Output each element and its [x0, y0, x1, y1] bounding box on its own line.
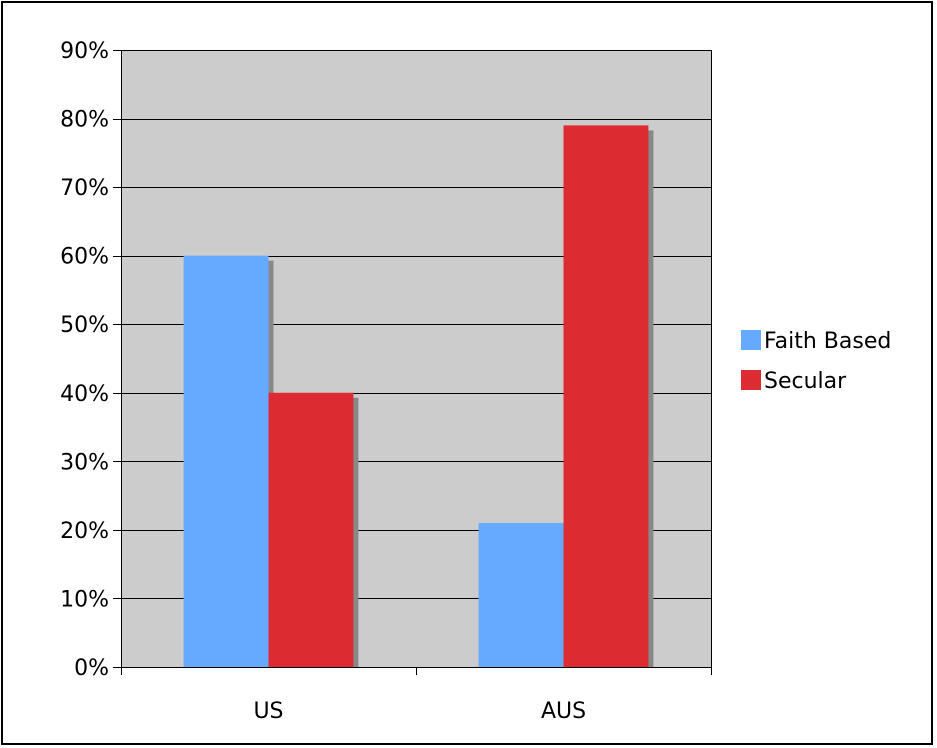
y-tick-label: 0% [74, 656, 109, 681]
legend: Faith Based Secular [741, 329, 891, 394]
y-tick-label: 70% [60, 176, 109, 201]
x-tick-label-us: US [253, 699, 283, 724]
legend-swatch-faith-based [741, 330, 761, 350]
bar-us-faith-based[interactable] [183, 255, 269, 667]
bar-aus-faith-based[interactable] [478, 523, 564, 667]
axes [113, 50, 712, 675]
y-tick-label: 90% [60, 39, 109, 64]
bars [183, 125, 649, 667]
x-tick-label-aus: AUS [541, 699, 586, 724]
bar-us-secular[interactable] [268, 392, 354, 667]
y-tick-label: 10% [60, 587, 109, 612]
y-tick-label: 80% [60, 108, 109, 133]
y-tick-label: 50% [60, 313, 109, 338]
y-tick-label: 40% [60, 382, 109, 407]
y-tick-label: 30% [60, 450, 109, 475]
x-tick-labels: US AUS [253, 699, 586, 724]
legend-swatch-secular [741, 370, 761, 390]
legend-label-faith-based: Faith Based [764, 329, 891, 354]
legend-label-secular: Secular [764, 369, 847, 394]
y-tick-labels: 0% 10% 20% 30% 40% 50% 60% 70% 80% 90% [60, 39, 109, 681]
y-tick-label: 20% [60, 519, 109, 544]
y-tick-label: 60% [60, 245, 109, 270]
bar-aus-secular[interactable] [563, 125, 649, 667]
